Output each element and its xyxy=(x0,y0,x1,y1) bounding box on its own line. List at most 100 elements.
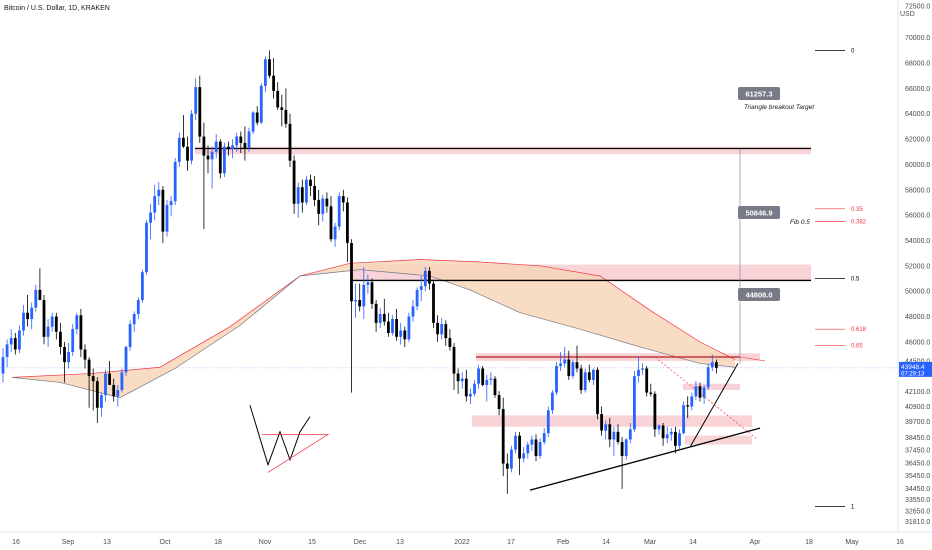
moving-average-band xyxy=(11,259,736,399)
time-tick-label: 13 xyxy=(396,539,404,546)
candle-body xyxy=(161,189,165,232)
pattern-sketch-triangle xyxy=(262,434,330,473)
candle-body xyxy=(567,359,571,377)
candle-body xyxy=(608,424,612,440)
candle-body xyxy=(227,146,230,150)
price-tick-label: 48000.0 xyxy=(905,314,930,321)
candle-body xyxy=(702,387,706,398)
candle-body xyxy=(485,379,489,385)
time-axis[interactable]: 16 Sep 13 Oct 18 Nov 15 Dec 13 2022 17 Feb 14 Mar 14 Ap… xyxy=(0,531,932,546)
candle-body xyxy=(190,113,193,161)
candle-body xyxy=(325,198,329,207)
price-tick-label: 64000.0 xyxy=(905,111,930,118)
time-tick-label: 15 xyxy=(308,539,316,546)
candle-body xyxy=(653,393,657,430)
candle-body xyxy=(514,435,517,450)
candlestick-series xyxy=(1,50,718,494)
candle-body xyxy=(218,141,222,174)
candle-body xyxy=(354,300,357,302)
price-tick-label: 31810.0 xyxy=(905,519,930,526)
candle-body xyxy=(489,378,493,380)
price-tick-label: 54000.0 xyxy=(905,238,930,245)
ma-upper-line xyxy=(11,259,736,378)
candle-body xyxy=(251,112,255,132)
candle-body xyxy=(337,196,341,227)
candle-body xyxy=(411,306,415,317)
price-tick-label: 70000.0 xyxy=(905,35,930,42)
candle-body xyxy=(391,319,394,334)
candle-body xyxy=(104,373,107,396)
candle-body xyxy=(34,289,38,308)
candle-body xyxy=(9,338,13,345)
candle-body xyxy=(67,352,70,363)
candle-body xyxy=(46,326,50,337)
candle-body xyxy=(493,378,497,396)
candle-body xyxy=(583,372,587,391)
candle-body xyxy=(665,434,669,439)
candle-body xyxy=(214,141,218,152)
time-tick-label: 14 xyxy=(602,539,610,546)
candle-body xyxy=(690,396,694,407)
time-tick-label: 18 xyxy=(214,539,222,546)
candle-body xyxy=(366,282,370,285)
price-tick-label: 66000.0 xyxy=(905,86,930,93)
candle-body xyxy=(235,136,239,146)
annotation-overlays: 0 0.35 0.382 0.5 0.618 0.65 1 61257.3 50846.9 448… xyxy=(738,48,867,511)
time-tick-label: Dec xyxy=(354,539,367,546)
candle-body xyxy=(108,373,111,385)
price-axis-bg xyxy=(898,0,932,550)
candle-body xyxy=(612,431,616,440)
candle-body xyxy=(120,372,124,391)
candle-body xyxy=(288,123,292,161)
candle-body xyxy=(522,453,526,459)
candle-body xyxy=(571,362,575,377)
candle-body xyxy=(341,196,345,203)
time-tick-label: 14 xyxy=(689,539,697,546)
pattern-sketch-w xyxy=(249,405,311,467)
candle-body xyxy=(526,444,530,454)
candle-body xyxy=(596,369,599,415)
candle-body xyxy=(649,392,653,394)
candle-body xyxy=(321,198,325,214)
candle-body xyxy=(153,196,157,213)
candle-body xyxy=(42,300,46,337)
candle-body xyxy=(22,312,25,331)
candle-body xyxy=(346,202,349,244)
candle-body xyxy=(657,425,661,430)
candle-body xyxy=(633,376,636,430)
candle-body xyxy=(715,362,718,368)
candle-body xyxy=(538,442,542,456)
price-tick-label: 36450.0 xyxy=(905,460,930,467)
candle-body xyxy=(423,270,427,287)
last-price-countdown: 07:29:13 xyxy=(901,371,925,377)
candle-body xyxy=(469,393,472,397)
candle-body xyxy=(637,369,640,377)
time-tick-label: Apr xyxy=(750,539,762,546)
price-tick-label: 62000.0 xyxy=(905,137,930,144)
candle-body xyxy=(95,381,99,408)
candle-body xyxy=(473,383,476,394)
candle-body xyxy=(387,321,390,334)
resistance-callout: 44808.0 xyxy=(745,291,772,300)
time-tick-label: 16 xyxy=(12,539,20,546)
candle-body xyxy=(674,431,677,446)
candle-body xyxy=(706,367,710,388)
candle-body xyxy=(382,313,386,322)
candle-body xyxy=(206,155,210,160)
fib-label: 0.5 xyxy=(851,277,860,283)
fib-label: 0.65 xyxy=(851,344,863,350)
candle-body xyxy=(5,344,9,358)
candle-body xyxy=(231,145,234,150)
candle-body xyxy=(600,414,603,431)
candle-body xyxy=(268,59,271,76)
candle-body xyxy=(530,439,534,445)
zone-rect xyxy=(472,415,752,427)
candle-body xyxy=(300,187,304,203)
candle-body xyxy=(26,312,29,320)
price-axis[interactable]: 72500.0 70000.0 68000.0 66000.0 64000.0 62000… xyxy=(897,0,932,550)
fib-callout: 50846.9 xyxy=(745,209,772,218)
candle-body xyxy=(694,386,698,397)
candle-body xyxy=(272,75,275,91)
candle-body xyxy=(505,463,509,469)
